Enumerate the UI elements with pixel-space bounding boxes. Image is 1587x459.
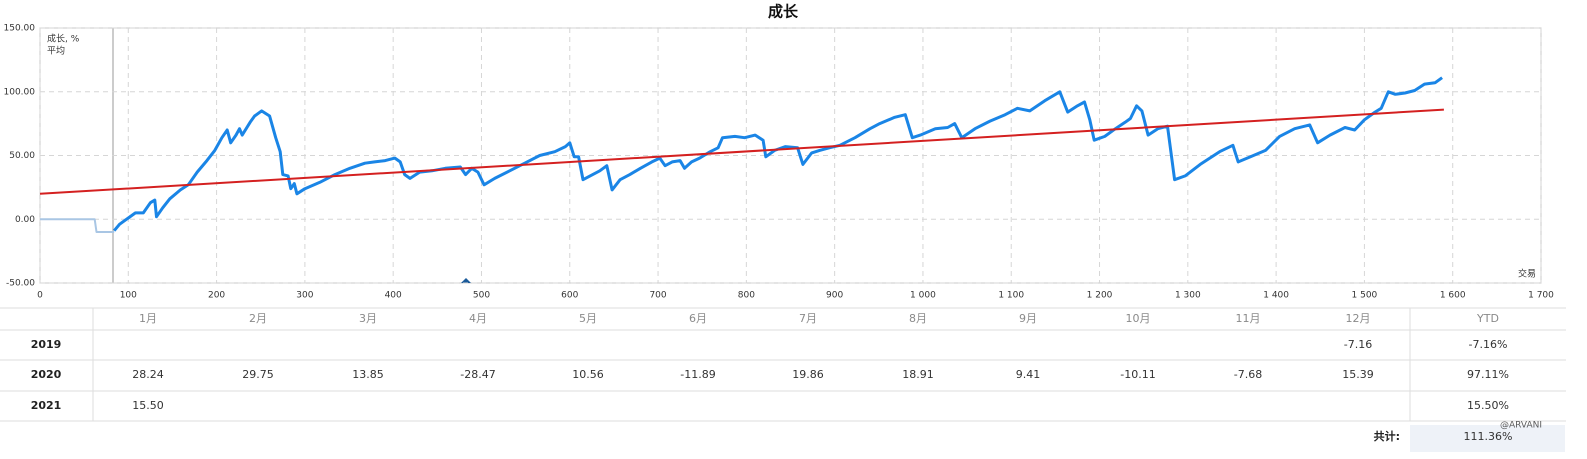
x-tick-label: 400 (385, 291, 402, 301)
table-header: 9月 (1019, 312, 1037, 325)
x-tick-label: 1 200 (1087, 291, 1113, 301)
y-tick-label: 100.00 (4, 87, 36, 97)
x-axis-label: 交易 (1518, 268, 1536, 280)
table-header: 8月 (909, 312, 927, 325)
row-label: 2021 (31, 399, 62, 412)
table-header: 7月 (799, 312, 817, 325)
table-cell: -28.47 (460, 368, 495, 381)
x-tick-label: 100 (120, 291, 137, 301)
table-cell: -7.68 (1234, 368, 1262, 381)
y-tick-label: 150.00 (4, 24, 36, 34)
x-tick-label: 1 000 (910, 291, 936, 301)
table-header: 11月 (1236, 312, 1261, 325)
table-cell: 97.11% (1467, 368, 1509, 381)
y-tick-label: -50.00 (6, 279, 35, 289)
table-cell: 28.24 (132, 368, 164, 381)
series-line (113, 76, 1443, 232)
y-tick-label: 50.00 (9, 151, 35, 161)
table-cell: 15.39 (1342, 368, 1374, 381)
table-header: 5月 (579, 312, 597, 325)
x-tick-label: 1 500 (1352, 291, 1378, 301)
table-cell: 15.50 (132, 399, 164, 412)
table-cell: 9.41 (1016, 368, 1041, 381)
row-label: 2020 (31, 368, 62, 381)
x-tick-label: 700 (649, 291, 666, 301)
x-tick-label: 0 (37, 291, 43, 301)
table-cell: 13.85 (352, 368, 384, 381)
table-cell: -7.16% (1469, 338, 1508, 351)
table-header: 12月 (1346, 312, 1371, 325)
x-tick-label: 1 600 (1440, 291, 1466, 301)
table-cell: 10.56 (572, 368, 604, 381)
table-cell: 15.50% (1467, 399, 1509, 412)
table-header: 4月 (469, 312, 487, 325)
total-value: 111.36% (1464, 430, 1513, 443)
table-cell: -10.11 (1120, 368, 1155, 381)
table-header: 10月 (1126, 312, 1151, 325)
x-tick-label: 500 (473, 291, 490, 301)
table-header: 2月 (249, 312, 267, 325)
series-line (39, 108, 1444, 195)
watermark: @ARVANI (1500, 421, 1542, 431)
chart-title: 成长 (768, 3, 799, 21)
legend-entry: 成长, % (47, 33, 80, 45)
x-tick-label: 1 700 (1528, 291, 1554, 301)
legend-entry: 平均 (47, 45, 65, 57)
x-tick-label: 800 (738, 291, 755, 301)
table-cell: -11.89 (680, 368, 715, 381)
table-header: 3月 (359, 312, 377, 325)
x-tick-label: 1 300 (1175, 291, 1201, 301)
total-label: 共计: (1374, 429, 1400, 443)
series-line (40, 218, 115, 233)
table-header: YTD (1476, 312, 1499, 325)
table-cell: 19.86 (792, 368, 824, 381)
table-header: 1月 (139, 312, 157, 325)
y-tick-label: 0.00 (15, 215, 35, 225)
x-tick-label: 900 (826, 291, 843, 301)
x-tick-label: 1 100 (998, 291, 1024, 301)
total-cell (1410, 425, 1565, 452)
table-cell: -7.16 (1344, 338, 1372, 351)
plot-layer: -50.00 0.00 50.00 100.00 150.00 0 100 200 300 400… (4, 24, 1555, 301)
table-cell: 18.91 (902, 368, 934, 381)
table-cell: 29.75 (242, 368, 274, 381)
x-tick-label: 300 (296, 291, 313, 301)
x-tick-label: 1 400 (1263, 291, 1289, 301)
table-header: 6月 (689, 312, 707, 325)
marker-triangle (461, 278, 471, 283)
x-tick-label: 200 (208, 291, 225, 301)
row-label: 2019 (31, 338, 62, 351)
x-tick-label: 600 (561, 291, 578, 301)
